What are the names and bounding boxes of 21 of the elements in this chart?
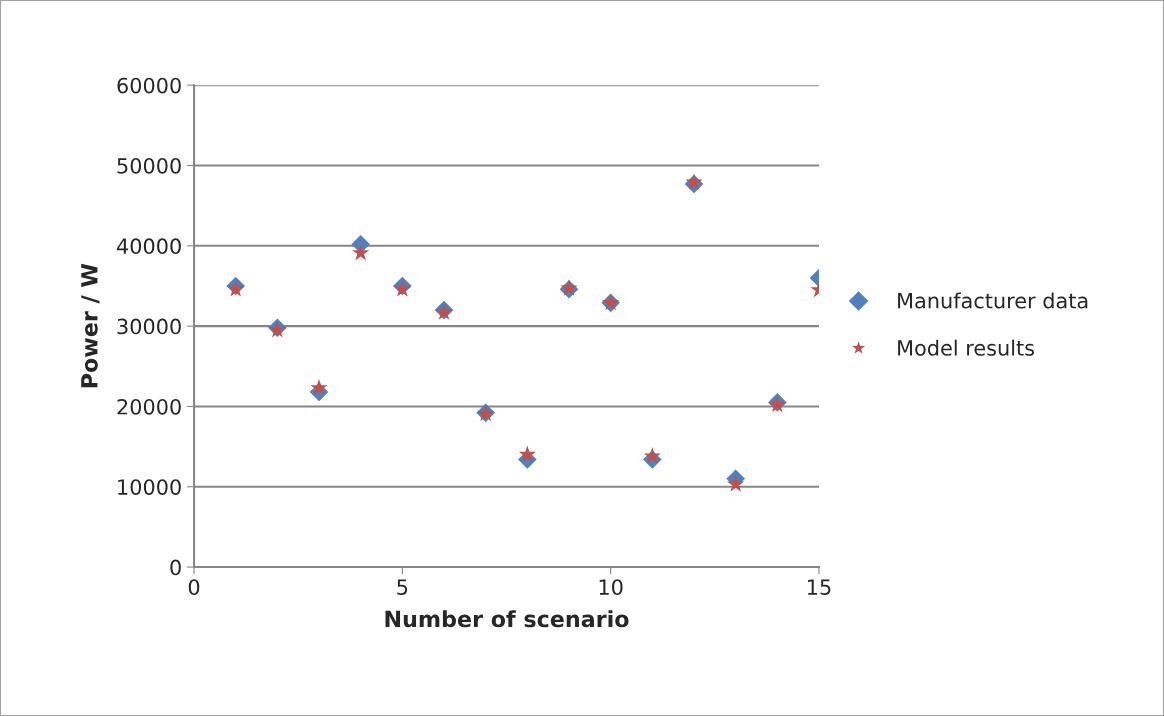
x-axis-title: Number of scenario [385, 610, 629, 628]
x-tick-label: 5 [397, 579, 408, 595]
y-axis-title: Power / W [81, 263, 100, 388]
point [310, 378, 328, 396]
point [643, 447, 661, 464]
x-tick-label: 15 [808, 579, 831, 595]
x-tick-label: 10 [599, 579, 623, 595]
point [393, 280, 411, 297]
legend-label: Model results [898, 339, 1035, 356]
y-tick-label: 60000 [117, 77, 181, 94]
point [727, 475, 745, 492]
y-tick-label: 40000 [116, 238, 181, 255]
legend-label: Manufacturer data [898, 292, 1088, 309]
point [518, 445, 536, 462]
y-tick-label: 50000 [117, 157, 181, 174]
y-tick-label: 20000 [117, 398, 181, 415]
y-tick-label: 10000 [118, 479, 181, 495]
x-tick-label: 0 [188, 579, 200, 595]
y-tick-label: 0 [170, 559, 181, 576]
point [352, 244, 370, 261]
y-tick-label: 30000 [117, 318, 181, 335]
